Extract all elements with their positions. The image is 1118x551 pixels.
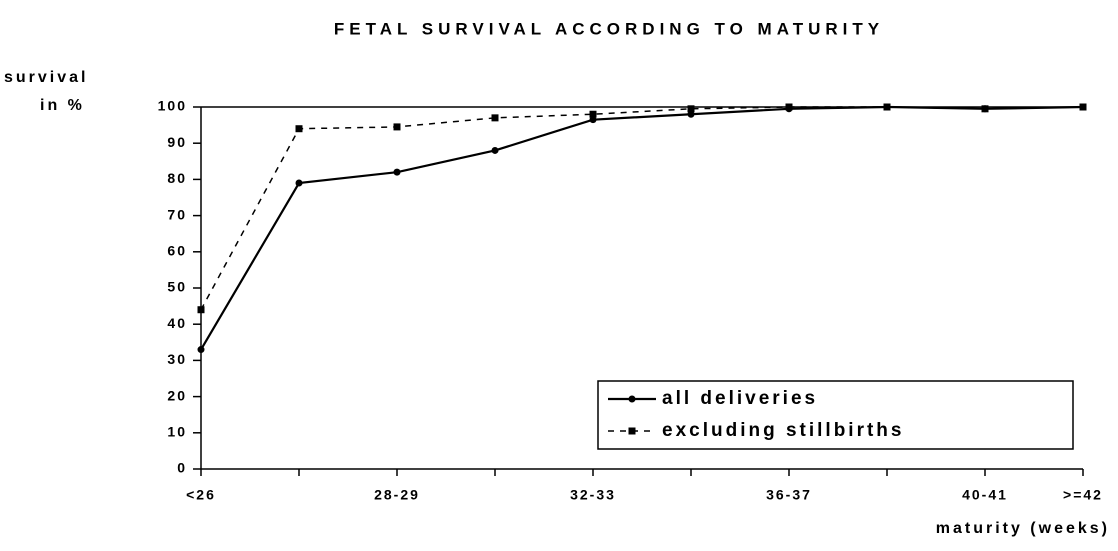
marker: [491, 146, 499, 154]
marker: [393, 168, 401, 176]
x-tick-label: 32-33: [570, 487, 616, 503]
marker: [491, 114, 499, 122]
y-tick-label: 50: [167, 279, 187, 295]
legend-marker: [628, 395, 636, 403]
chart-title: FETAL SURVIVAL ACCORDING TO MATURITY: [334, 19, 884, 38]
marker: [197, 346, 205, 354]
y-tick-label: 20: [167, 387, 187, 403]
y-tick-label: 70: [167, 206, 187, 222]
x-tick-label: <26: [186, 487, 216, 503]
y-tick-label: 40: [167, 315, 187, 331]
marker: [687, 110, 695, 118]
x-tick-label: 40-41: [962, 487, 1008, 503]
marker: [883, 103, 891, 111]
series-line: [200, 106, 1084, 311]
legend-label: excluding stillbirths: [662, 420, 904, 441]
marker: [295, 179, 303, 187]
marker: [197, 306, 205, 314]
series-line: [200, 105, 1084, 351]
y-tick-label: 60: [167, 243, 187, 259]
marker: [589, 116, 597, 124]
x-tick-label: 36-37: [766, 487, 812, 503]
y-axis-label: in %: [40, 97, 85, 114]
marker: [785, 103, 793, 111]
y-axis-label: survival: [4, 69, 88, 86]
legend-label: all deliveries: [662, 388, 818, 409]
x-tick-label: 28-29: [374, 487, 420, 503]
y-tick-label: 30: [167, 351, 187, 367]
marker: [589, 110, 597, 118]
marker: [687, 105, 695, 113]
y-tick-label: 0: [177, 460, 187, 476]
marker: [393, 123, 401, 131]
marker: [1079, 103, 1087, 111]
y-tick-label: 80: [167, 170, 187, 186]
y-tick-label: 10: [167, 424, 187, 440]
legend-marker: [628, 427, 636, 435]
x-axis-label: maturity (weeks): [936, 520, 1110, 537]
marker: [981, 105, 989, 113]
y-tick-label: 100: [158, 98, 187, 114]
marker: [295, 125, 303, 133]
x-tick-label: >=42: [1063, 487, 1103, 503]
legend-box: [597, 380, 1074, 450]
y-tick-label: 90: [167, 134, 187, 150]
